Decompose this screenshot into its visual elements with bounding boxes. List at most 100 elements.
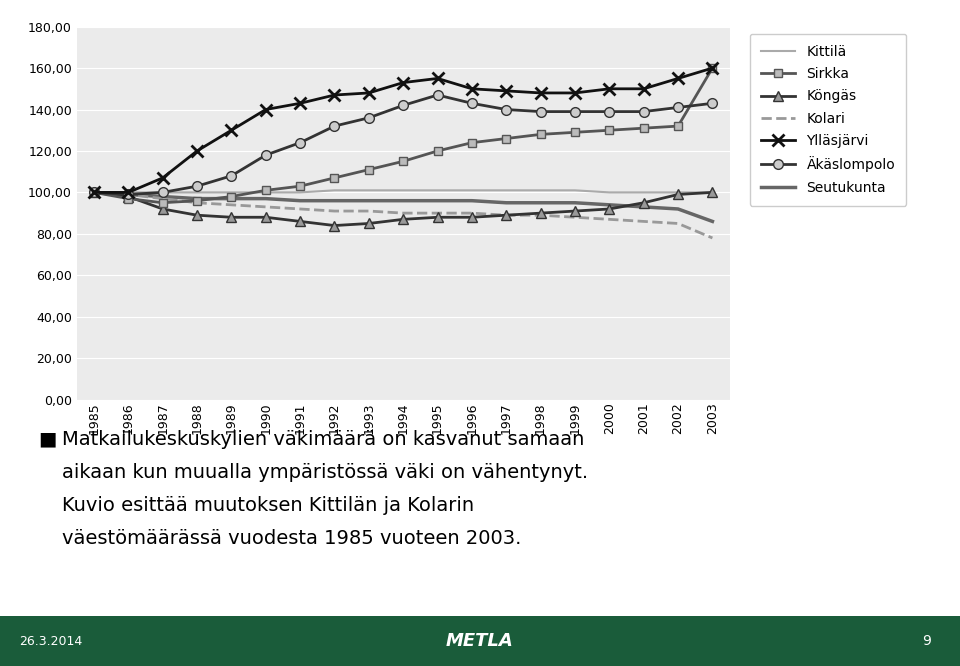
Sirkka: [397, 157, 409, 165]
Seutukunta: [500, 198, 512, 206]
Köngäs: [123, 192, 134, 200]
Seutukunta: [123, 190, 134, 198]
Kittilä: [123, 188, 134, 196]
Äkäslompolo: [672, 103, 684, 111]
Äkäslompolo: [260, 151, 272, 159]
Kolari: [156, 194, 168, 202]
Äkäslompolo: [295, 139, 306, 147]
Kittilä: [363, 186, 374, 194]
Sirkka: [432, 147, 444, 155]
Kittilä: [432, 186, 444, 194]
Text: väestömäärässä vuodesta 1985 vuoteen 2003.: väestömäärässä vuodesta 1985 vuoteen 200…: [62, 529, 522, 549]
Seutukunta: [604, 201, 615, 209]
Kolari: [569, 213, 581, 221]
Köngäs: [535, 209, 546, 217]
Seutukunta: [226, 194, 237, 202]
Line: Köngäs: Köngäs: [89, 188, 717, 230]
Äkäslompolo: [432, 91, 444, 99]
Text: 9: 9: [923, 634, 931, 648]
Kolari: [638, 217, 650, 225]
Sirkka: [260, 186, 272, 194]
Äkäslompolo: [467, 99, 478, 107]
Seutukunta: [260, 194, 272, 202]
Köngäs: [328, 222, 340, 230]
Kolari: [260, 203, 272, 211]
Ylläsjärvi: [88, 188, 100, 196]
Äkäslompolo: [191, 182, 203, 190]
Text: Matkailukeskuskylien väkimäärä on kasvanut samaan: Matkailukeskuskylien väkimäärä on kasvan…: [62, 430, 585, 449]
Sirkka: [328, 174, 340, 182]
Kittilä: [156, 188, 168, 196]
Kolari: [88, 188, 100, 196]
Kittilä: [604, 188, 615, 196]
Text: 26.3.2014: 26.3.2014: [19, 635, 83, 647]
Kittilä: [88, 188, 100, 196]
Ylläsjärvi: [672, 75, 684, 83]
Äkäslompolo: [638, 108, 650, 116]
Ylläsjärvi: [123, 188, 134, 196]
Kolari: [191, 198, 203, 206]
Köngäs: [191, 211, 203, 219]
Äkäslompolo: [363, 114, 374, 122]
Sirkka: [363, 166, 374, 174]
Äkäslompolo: [226, 172, 237, 180]
Köngäs: [500, 211, 512, 219]
Sirkka: [156, 198, 168, 206]
Seutukunta: [88, 188, 100, 196]
Text: METLA: METLA: [446, 632, 514, 650]
Äkäslompolo: [569, 108, 581, 116]
Ylläsjärvi: [226, 127, 237, 135]
Äkäslompolo: [328, 122, 340, 130]
Kittilä: [397, 186, 409, 194]
Ylläsjärvi: [535, 89, 546, 97]
Köngäs: [156, 205, 168, 213]
Köngäs: [260, 213, 272, 221]
Kolari: [397, 209, 409, 217]
Kolari: [604, 215, 615, 223]
Äkäslompolo: [604, 108, 615, 116]
Köngäs: [397, 215, 409, 223]
Seutukunta: [467, 196, 478, 204]
Seutukunta: [707, 217, 718, 225]
Ylläsjärvi: [191, 147, 203, 155]
Kolari: [226, 201, 237, 209]
Kittilä: [467, 186, 478, 194]
Äkäslompolo: [535, 108, 546, 116]
Ylläsjärvi: [397, 79, 409, 87]
Seutukunta: [156, 192, 168, 200]
Kittilä: [707, 188, 718, 196]
Sirkka: [604, 127, 615, 135]
Seutukunta: [191, 194, 203, 202]
Köngäs: [363, 220, 374, 228]
Kittilä: [569, 186, 581, 194]
Kittilä: [328, 186, 340, 194]
Sirkka: [672, 122, 684, 130]
Seutukunta: [295, 196, 306, 204]
Äkäslompolo: [707, 99, 718, 107]
Sirkka: [500, 135, 512, 143]
Ylläsjärvi: [604, 85, 615, 93]
Kittilä: [672, 188, 684, 196]
Ylläsjärvi: [707, 64, 718, 72]
Kittilä: [260, 188, 272, 196]
Legend: Kittilä, Sirkka, Köngäs, Kolari, Ylläsjärvi, Äkäslompolo, Seutukunta: Kittilä, Sirkka, Köngäs, Kolari, Ylläsjä…: [750, 33, 906, 206]
Kolari: [432, 209, 444, 217]
Köngäs: [226, 213, 237, 221]
Köngäs: [707, 188, 718, 196]
Kolari: [363, 207, 374, 215]
Kittilä: [500, 186, 512, 194]
Kolari: [707, 234, 718, 242]
Line: Kittilä: Kittilä: [94, 190, 712, 192]
Ylläsjärvi: [156, 174, 168, 182]
Seutukunta: [432, 196, 444, 204]
Äkäslompolo: [123, 190, 134, 198]
Köngäs: [467, 213, 478, 221]
Ylläsjärvi: [500, 87, 512, 95]
Köngäs: [432, 213, 444, 221]
Ylläsjärvi: [260, 105, 272, 113]
Ylläsjärvi: [432, 75, 444, 83]
Kolari: [535, 211, 546, 219]
Sirkka: [123, 194, 134, 202]
Text: Kuvio esittää muutoksen Kittilän ja Kolarin: Kuvio esittää muutoksen Kittilän ja Kola…: [62, 496, 474, 515]
Ylläsjärvi: [328, 91, 340, 99]
